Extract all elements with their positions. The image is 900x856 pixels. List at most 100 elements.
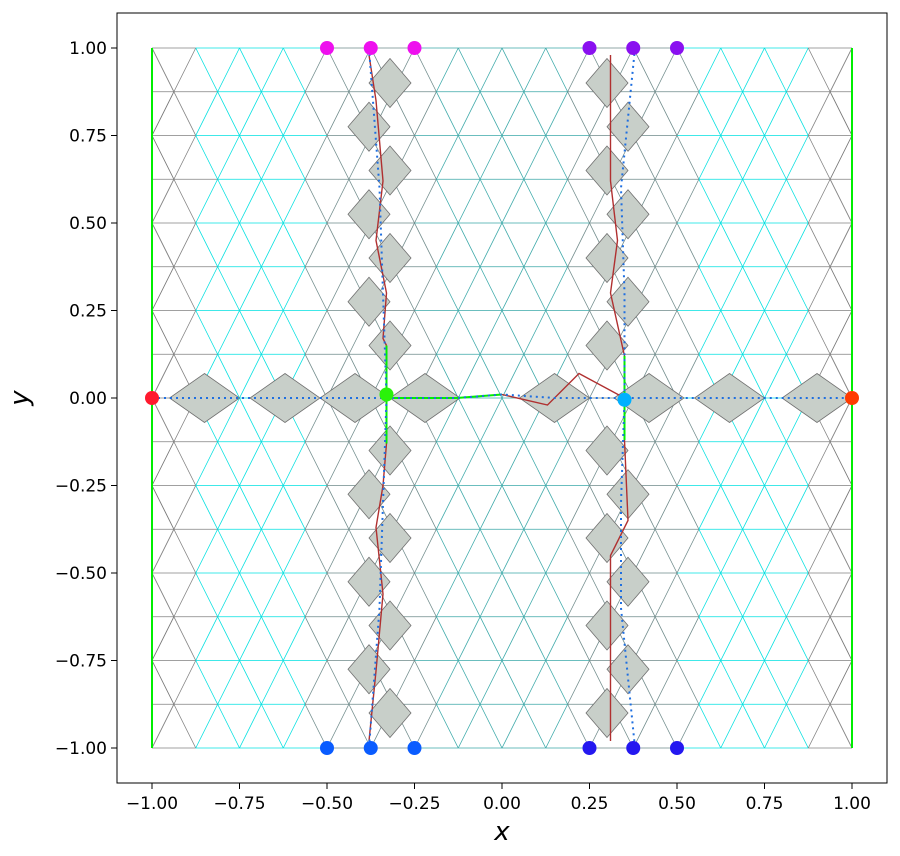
marker-point <box>407 741 422 755</box>
mesh-edge <box>414 266 437 311</box>
mesh-edge <box>326 222 350 267</box>
mesh-edge <box>479 179 503 224</box>
mesh-edge <box>436 91 459 136</box>
mesh-edge <box>151 397 175 442</box>
shaded-cell <box>606 556 650 607</box>
mesh-edge <box>173 91 197 136</box>
mesh-edge <box>676 572 700 617</box>
mesh-edge <box>742 397 765 442</box>
mesh-edge <box>523 441 547 486</box>
shaded-cell <box>585 687 629 739</box>
mesh-edge <box>632 441 656 486</box>
mesh-edge <box>632 135 656 180</box>
mesh-edge <box>654 266 678 311</box>
mesh-edge <box>676 660 700 705</box>
mesh-edge <box>436 529 459 574</box>
mesh-edge <box>195 47 218 92</box>
mesh-edge <box>829 179 853 224</box>
mesh-edge <box>261 310 284 355</box>
mesh-edge <box>764 616 787 661</box>
mesh-edge <box>217 222 240 267</box>
mesh-edge <box>764 441 787 486</box>
mesh-edge <box>654 660 678 705</box>
mesh-edge <box>545 135 568 180</box>
mesh-edge <box>720 91 743 136</box>
y-tick-label: 1.00 <box>69 39 107 59</box>
mesh-edge <box>742 135 765 180</box>
y-tick-label: 0.25 <box>69 302 107 322</box>
mesh-edge <box>676 91 700 136</box>
mesh-edge <box>567 266 590 311</box>
mesh-edge <box>261 441 284 486</box>
mesh-edge <box>720 441 743 486</box>
mesh-edge <box>151 704 175 749</box>
mesh-edge <box>261 222 284 267</box>
y-tick-label: 0.75 <box>69 127 107 147</box>
mesh-edge <box>654 704 678 749</box>
mesh-edge <box>173 441 197 486</box>
mesh-edge <box>676 616 700 661</box>
mesh-edge <box>261 485 284 530</box>
mesh-edge <box>654 222 678 267</box>
mesh-edge <box>829 222 853 267</box>
mesh-edge <box>807 572 831 617</box>
x-axis-label: x <box>493 817 510 847</box>
mesh-edge <box>501 529 525 574</box>
mesh-edge <box>501 310 525 355</box>
mesh-edge <box>217 660 240 705</box>
mesh-edge <box>282 135 306 180</box>
shaded-cell <box>585 512 629 564</box>
mesh-edge <box>239 397 262 442</box>
mesh-edge <box>173 135 197 180</box>
mesh-edge <box>326 660 350 705</box>
mesh-edge <box>720 135 743 180</box>
mesh-edge <box>173 47 197 92</box>
mesh-edge <box>501 704 525 749</box>
mesh-edge <box>217 616 240 661</box>
mesh-edge <box>261 529 284 574</box>
mesh-edge <box>807 616 831 661</box>
mesh-edge <box>195 660 218 705</box>
mesh-edge <box>545 660 568 705</box>
mesh-edge <box>501 135 525 180</box>
mesh-edge <box>304 616 328 661</box>
mesh-edge <box>151 47 175 92</box>
mesh-edge <box>151 354 175 399</box>
mesh-edge <box>698 616 722 661</box>
mesh-edge <box>151 266 175 311</box>
mesh-edge <box>742 660 765 705</box>
marker-point <box>845 391 859 405</box>
mesh-edge <box>195 91 218 136</box>
dotted-path <box>620 397 636 749</box>
interface-line <box>368 54 388 346</box>
mesh-edge <box>654 135 678 180</box>
mesh-edge <box>764 135 787 180</box>
y-ticks: −1.00 −0.75 −0.50 −0.25 0.00 0.25 0.50 0.75 1.00 <box>55 39 117 759</box>
y-tick-label: 0.50 <box>69 214 107 234</box>
mesh-edge <box>304 266 328 311</box>
mesh-edge <box>326 572 350 617</box>
mesh-edge <box>195 616 218 661</box>
x-tick-label: 0.50 <box>658 794 696 814</box>
mesh-edge <box>676 135 700 180</box>
x-tick-label: −0.50 <box>301 794 353 814</box>
mesh-edge <box>764 179 787 224</box>
mesh-edge <box>239 572 262 617</box>
mesh-edge <box>764 91 787 136</box>
mesh-edge <box>720 704 743 749</box>
mesh-edge <box>807 222 831 267</box>
mesh-edge <box>807 441 831 486</box>
mesh-edge <box>282 660 306 705</box>
mesh-edge <box>632 529 656 574</box>
y-tick-label: −0.25 <box>55 477 107 497</box>
mesh-edge <box>217 179 240 224</box>
mesh-edge <box>239 310 262 355</box>
mesh-edge <box>676 704 700 749</box>
marker-point <box>379 387 394 402</box>
mesh-edge <box>786 47 809 92</box>
mesh-edge <box>720 266 743 311</box>
mesh-edge <box>676 47 700 92</box>
mesh-edge <box>676 222 700 267</box>
shaded-cell <box>368 600 412 651</box>
mesh-edge <box>654 310 678 355</box>
